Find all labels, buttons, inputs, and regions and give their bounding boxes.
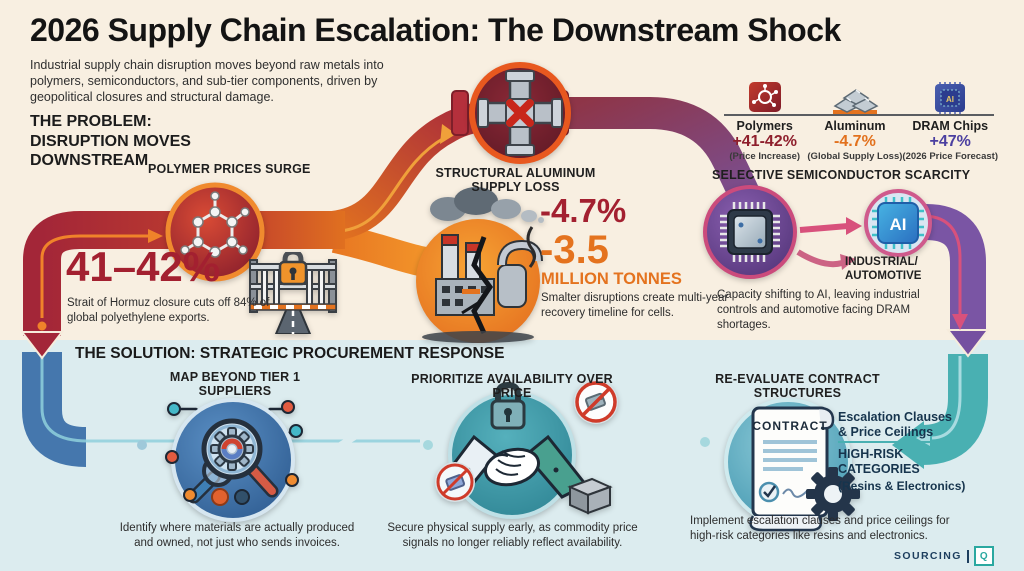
arrow-to-industrial [840, 254, 856, 270]
teal-arrowhead [892, 421, 924, 469]
polymer-heading: POLYMER PRICES SURGE [148, 162, 311, 176]
chip-shift-arrows [796, 217, 862, 270]
crack-icon [471, 236, 494, 335]
solution-section-heading: THE SOLUTION: STRATEGIC PROCUREMENT RESP… [75, 345, 505, 362]
problem-main-pipe [19, 211, 345, 360]
step3-caption: Implement escalation clauses and price c… [690, 515, 950, 542]
contract-medallion: CONTRACT [724, 398, 860, 532]
purple-arrowhead [945, 329, 991, 358]
polymer-molecule-icon [748, 82, 781, 112]
step2-caption: Secure physical supply early, as commodi… [387, 522, 638, 549]
aluminum-caption: Smalter disruptions create multi-year re… [541, 292, 729, 319]
dram-chip-medallion [703, 185, 797, 279]
aluminum-smelter-medallion [416, 187, 544, 343]
supplier-mapping-medallion [165, 398, 303, 522]
semiconductor-heading: SELECTIVE SEMICONDUCTOR SCARCITY [712, 168, 971, 182]
legend-item-aluminum: Aluminum -4.7% (Global Supply Loss) [807, 82, 902, 162]
polymer-stat: 41–42% [66, 243, 221, 290]
no-price-tag-icon [574, 380, 618, 424]
aluminum-heading: STRUCTURAL ALUMINUM SUPPLY LOSS [435, 166, 596, 194]
polymer-caption: Strait of Hormuz closure cuts off 84% of… [67, 297, 270, 324]
step1-caption: Identify where materials are actually pr… [119, 522, 355, 549]
contract-note-risk: HIGH-RISK CATEGORIES [838, 447, 920, 476]
contract-note-divider [838, 441, 934, 443]
cracked-factory-icon [422, 226, 543, 343]
signature-squiggle [782, 488, 808, 498]
aluminum-stat-unit: MILLION TONNES [541, 270, 682, 288]
logo-q-badge: Q [973, 546, 994, 566]
check-icon [758, 481, 780, 503]
ai-chip-medallion: AI [864, 189, 932, 257]
logo-separator [966, 549, 969, 563]
pipe-flange-left [451, 90, 469, 136]
step3-heading: RE-EVALUATE CONTRACT STRUCTURES [715, 372, 880, 400]
chip-icon [720, 202, 780, 262]
page-title: 2026 Supply Chain Escalation: The Downst… [30, 12, 841, 48]
lock-icon [490, 381, 526, 430]
lock-icon [278, 252, 308, 286]
contract-note-risk-detail: (Resins & Electronics) [838, 479, 966, 493]
band-chevron-left-2 [575, 425, 614, 469]
ai-chip-icon [877, 202, 919, 244]
semiconductor-exit-pipe [925, 204, 991, 358]
industrial-automotive-label: INDUSTRIAL/ AUTOMOTIVE [845, 256, 922, 282]
impact-legend: Polymers +41-42% (Price Increase) [722, 82, 998, 162]
semiconductor-caption: Capacity shifting to AI, leaving industr… [717, 289, 920, 331]
step1-heading: MAP BEYOND TIER 1 SUPPLIERS [169, 370, 301, 398]
commodity-box-icon [567, 477, 613, 515]
arrow-to-ai [846, 217, 862, 235]
ai-chip-label: AI [890, 215, 907, 234]
page-subtitle: Industrial supply chain disruption moves… [30, 58, 384, 104]
logo-text: SOURCING [894, 550, 962, 562]
contract-note-primary: Escalation Clauses & Price Ceilings [838, 410, 952, 439]
red-arrowhead [19, 331, 65, 360]
band-chevron-left-1 [331, 425, 370, 469]
solution-return-pipe [892, 354, 988, 469]
step2-heading: PRIORITIZE AVAILABILITY OVER PRICE [411, 372, 613, 400]
handshake-medallion [435, 380, 618, 519]
aluminum-stat-value: -3.5 [540, 228, 609, 272]
circuit-nodes [165, 400, 303, 502]
smoke-clouds-icon [430, 187, 544, 223]
legend-item-dram: AI DRAM Chips +47% (2026 Price Forecast) [902, 82, 998, 162]
red-x-icon [506, 99, 534, 127]
dram-icon-label: AI [946, 95, 954, 104]
gear-icon [806, 467, 860, 521]
legend-baseline [724, 114, 994, 116]
magnifier-gear-icon [187, 418, 279, 506]
closed-valve-icon [477, 70, 563, 156]
aluminum-ingots-icon [832, 89, 879, 114]
molecule-atoms [180, 191, 250, 258]
sourcing-iq-logo: SOURCING Q [894, 546, 994, 566]
pipe-junction-medallion [469, 62, 571, 164]
polymer-molecule-medallion [165, 182, 265, 282]
no-price-tag-icon-small [435, 462, 475, 502]
aluminum-stat-percent: -4.7% [540, 192, 627, 229]
road-closure-gate-icon [249, 252, 337, 334]
problem-section-label: THE PROBLEM: DISRUPTION MOVES DOWNSTREAM [30, 113, 191, 170]
dram-chip-icon: AI [935, 82, 966, 114]
legend-item-polymers: Polymers +41-42% (Price Increase) [722, 82, 807, 162]
contract-scroll-label: CONTRACT [752, 419, 827, 433]
